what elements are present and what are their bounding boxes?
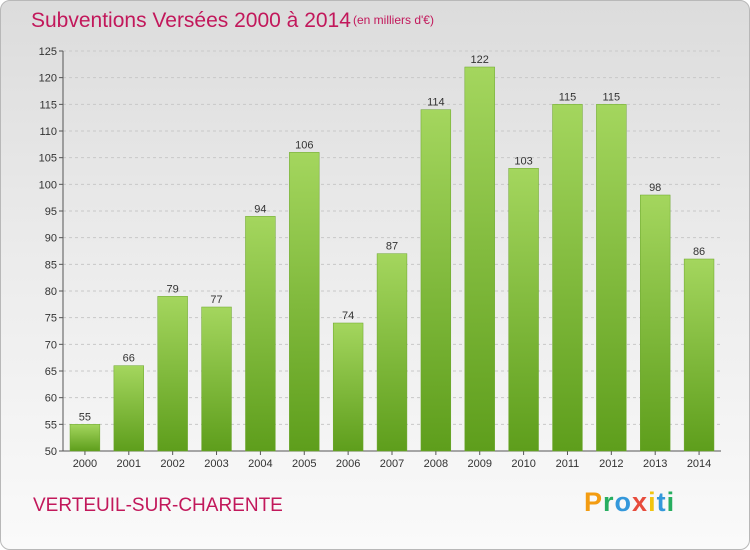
x-tick-label: 2003 [204,458,228,470]
y-tick-label: 80 [45,286,57,298]
x-tick-label: 2000 [73,458,97,470]
y-tick-label: 95 [45,206,57,218]
bar-2010 [508,168,539,452]
bar-value-label: 94 [254,203,266,215]
x-tick-label: 2002 [160,458,184,470]
x-tick-label: 2010 [511,458,535,470]
bar-2009 [464,66,495,452]
x-tick-label: 2004 [248,458,272,470]
bar-value-label: 114 [427,97,445,109]
y-tick-label: 105 [39,153,57,165]
logo-letter: o [614,487,633,517]
y-tick-label: 85 [45,259,57,271]
y-tick-label: 115 [39,99,57,111]
logo-letter: r [603,487,615,517]
logo-letter: P [584,487,604,517]
bar-2001 [113,365,144,452]
logo-letter: i [666,487,676,517]
y-tick-label: 100 [39,179,57,191]
bar-value-label: 66 [123,353,135,365]
commune-name: VERTEUIL-SUR-CHARENTE [33,495,283,516]
x-tick-label: 2005 [292,458,316,470]
y-tick-label: 110 [39,126,57,138]
bar-value-label: 98 [649,182,661,194]
bar-2012 [596,104,627,452]
bar-value-label: 74 [342,310,354,322]
logo-letter: i [648,487,657,517]
bar-value-label: 106 [295,139,313,151]
bar-2013 [640,194,671,452]
bar-2005 [289,152,320,452]
chart-subtitle: (en milliers d'€) [353,13,434,27]
chart-title: Subventions Versées 2000 à 2014 [31,9,351,32]
bar-2000 [69,424,101,452]
bar-2002 [157,296,188,452]
x-tick-label: 2013 [643,458,667,470]
x-tick-label: 2008 [424,458,448,470]
x-tick-label: 2011 [556,458,580,470]
bar-2003 [201,306,232,452]
logo-letter: x [632,487,649,517]
bar-2006 [332,322,364,452]
y-tick-label: 75 [45,313,57,325]
bar-value-label: 115 [559,91,577,103]
y-tick-label: 60 [45,393,57,405]
x-tick-label: 2001 [117,458,141,470]
bar-value-label: 77 [210,294,222,306]
bar-value-label: 115 [603,91,621,103]
y-tick-label: 70 [45,339,57,351]
bar-value-label: 87 [386,241,398,253]
y-tick-label: 90 [45,233,57,245]
x-tick-label: 2009 [467,458,491,470]
y-tick-label: 125 [39,46,57,58]
bar-2008 [420,109,452,452]
x-tick-label: 2007 [380,458,404,470]
x-tick-label: 2006 [336,458,360,470]
y-tick-label: 50 [45,446,57,458]
bar-2007 [376,253,408,452]
bar-value-label: 55 [79,411,91,423]
bar-value-label: 122 [471,54,489,66]
proxiti-logo: Proxiti [584,487,675,518]
bar-value-label: 103 [514,155,532,167]
y-tick-label: 65 [45,366,57,378]
logo-letter: t [656,487,667,517]
bar-2014 [683,258,715,452]
bar-2011 [552,104,583,452]
bar-value-label: 79 [167,283,179,295]
x-tick-label: 2012 [599,458,623,470]
bar-value-label: 86 [693,246,705,258]
y-tick-label: 120 [39,73,57,85]
y-tick-label: 55 [45,419,57,431]
x-tick-label: 2014 [687,458,711,470]
bar-2004 [245,216,276,452]
